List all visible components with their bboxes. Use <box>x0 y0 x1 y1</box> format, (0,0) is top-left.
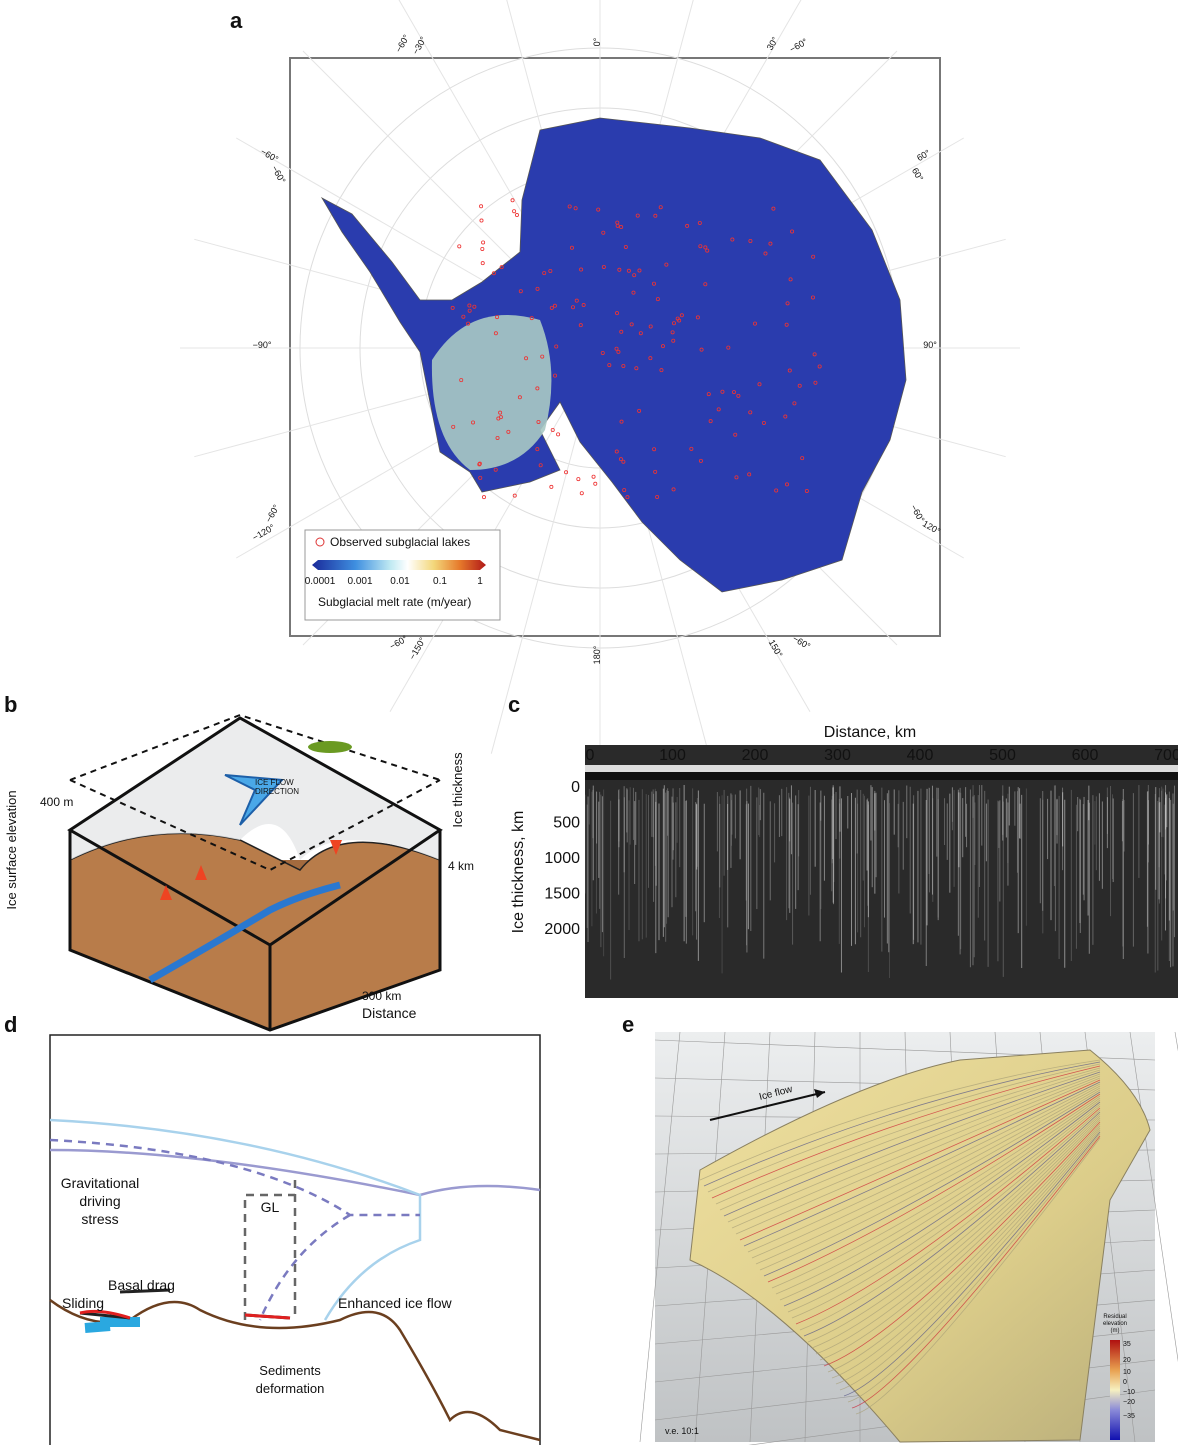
colorbar-tick: 35 <box>1123 1341 1131 1348</box>
panel-label: a <box>230 8 243 33</box>
driving-stress: Gravitational <box>61 1175 140 1191</box>
colorbar-title: Residual <box>1103 1314 1126 1320</box>
elevation-span: 400 m <box>40 795 73 809</box>
graticule-label: −60° <box>263 502 281 524</box>
panel-label: c <box>508 692 520 717</box>
x-tick-label: 200 <box>742 747 769 764</box>
graticule-label: −30° <box>410 34 428 56</box>
graticule-label: 0° <box>592 37 602 46</box>
panel-label: e <box>622 1012 634 1037</box>
graticule-label: −60° <box>270 164 288 186</box>
thickness-span: 4 km <box>448 859 474 873</box>
colorbar-tick: 20 <box>1123 1357 1131 1364</box>
page: Subglacial figure { "panel_a": { "label"… <box>0 0 1178 1445</box>
colorbar-tick: 0.001 <box>347 576 372 587</box>
colorbar-tick: −35 <box>1123 1413 1135 1420</box>
melt-colorbar <box>312 560 486 570</box>
colorbar-tick: 0.1 <box>433 576 447 587</box>
x-title: Distance, km <box>824 724 916 741</box>
flow-direction-line: DIRECTION <box>255 787 299 796</box>
residual-colorbar <box>1110 1340 1120 1440</box>
colorbar-title: (m) <box>1111 1328 1120 1334</box>
enhanced-flow: Enhanced ice flow <box>338 1295 453 1311</box>
graticule-label: −120° <box>251 522 277 543</box>
flow-direction-line: ICE FLOW <box>255 778 294 787</box>
legend-lakes: Observed subglacial lakes <box>330 535 470 549</box>
basal-drag: Basal drag <box>108 1277 175 1293</box>
y-tick-label: 1500 <box>544 886 580 903</box>
graticule-label: 30° <box>765 35 781 52</box>
y-tick-label: 0 <box>571 779 580 796</box>
graticule-label: −150° <box>407 635 428 661</box>
y-title: Ice thickness, km <box>510 811 527 934</box>
thickness-label: Ice thickness <box>450 752 465 828</box>
figure: a −60°−30°0°30°−60°−60°−60°−90°−60°−120°… <box>0 0 1178 1445</box>
surface-gap <box>585 772 1178 780</box>
legend-title: Subglacial melt rate (m/year) <box>318 595 471 609</box>
colorbar-tick: 0.0001 <box>305 576 336 587</box>
sliding: Sliding <box>62 1295 104 1311</box>
lake-surface <box>308 741 352 753</box>
graticule-label: −90° <box>253 340 272 350</box>
graticule-label: −60° <box>788 36 810 54</box>
panel-label: d <box>4 1012 17 1037</box>
colorbar-tick: 0 <box>1123 1379 1127 1386</box>
colorbar-tick: −20 <box>1123 1399 1135 1406</box>
x-tick-label: 400 <box>907 747 934 764</box>
x-tick-label: 100 <box>659 747 686 764</box>
driving-stress: stress <box>81 1211 118 1227</box>
gl-label: GL <box>261 1199 280 1215</box>
sediments: Sediments <box>259 1363 321 1378</box>
x-tick-label: 300 <box>824 747 851 764</box>
vertical-exaggeration: v.e. 10:1 <box>665 1426 699 1436</box>
x-tick-label: 700 <box>1154 747 1178 764</box>
colorbar-title: elevation <box>1103 1321 1127 1327</box>
panel-label: b <box>4 692 17 717</box>
y-tick-label: 1000 <box>544 850 580 867</box>
y-tick-label: 2000 <box>544 921 580 938</box>
colorbar-tick: 0.01 <box>390 576 410 587</box>
graticule-label: −60° <box>393 32 411 54</box>
distance-label: Distance <box>362 1005 417 1021</box>
page-body: a −60°−30°0°30°−60°−60°−60°−90°−60°−120°… <box>0 0 1178 1445</box>
graticule-label: 90° <box>923 340 937 350</box>
x-tick-label: 600 <box>1072 747 1099 764</box>
y-tick-label: 500 <box>553 815 580 832</box>
sediments: deformation <box>256 1381 325 1396</box>
driving-stress: driving <box>79 1193 120 1209</box>
graticule-label: 150° <box>767 638 785 659</box>
flow-direction: ICE FLOWDIRECTION <box>255 778 299 796</box>
colorbar-tick: −10 <box>1123 1389 1135 1396</box>
elevation-label: Ice surface elevation <box>4 790 19 909</box>
colorbar-tick: 10 <box>1123 1369 1131 1376</box>
surface-echo <box>585 765 1178 772</box>
colorbar-tick: 1 <box>477 576 483 587</box>
x-tick-label: 0 <box>586 747 595 764</box>
graticule-label: 180° <box>592 645 602 664</box>
x-tick-label: 500 <box>989 747 1016 764</box>
distance-span: 300 km <box>362 989 401 1003</box>
